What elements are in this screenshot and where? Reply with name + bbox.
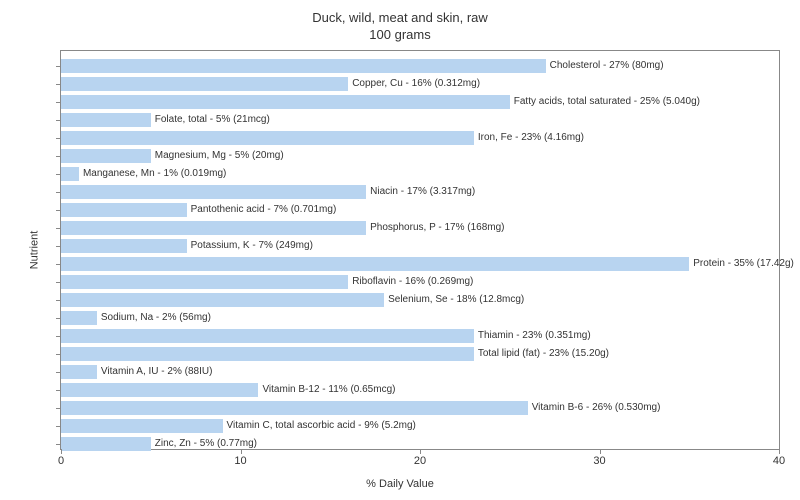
- bar: [61, 131, 474, 145]
- y-tick-mark: [56, 336, 61, 337]
- bar: [61, 167, 79, 181]
- y-axis-label: Nutrient: [28, 231, 40, 270]
- bar: [61, 257, 689, 271]
- y-tick-mark: [56, 408, 61, 409]
- bar: [61, 419, 223, 433]
- y-tick-mark: [56, 444, 61, 445]
- bar-label: Cholesterol - 27% (80mg): [546, 59, 664, 73]
- bar: [61, 185, 366, 199]
- bar-label: Iron, Fe - 23% (4.16mg): [474, 131, 584, 145]
- y-tick-mark: [56, 300, 61, 301]
- bar: [61, 275, 348, 289]
- bar-label: Pantothenic acid - 7% (0.701mg): [187, 203, 337, 217]
- bar: [61, 77, 348, 91]
- x-tick-mark: [420, 449, 421, 454]
- title-line1: Duck, wild, meat and skin, raw: [312, 10, 488, 25]
- bar: [61, 113, 151, 127]
- y-tick-mark: [56, 192, 61, 193]
- bar-label: Sodium, Na - 2% (56mg): [97, 311, 211, 325]
- bar: [61, 59, 546, 73]
- y-tick-mark: [56, 228, 61, 229]
- bar: [61, 239, 187, 253]
- x-tick-mark: [600, 449, 601, 454]
- bar: [61, 347, 474, 361]
- y-tick-mark: [56, 426, 61, 427]
- bar-label: Magnesium, Mg - 5% (20mg): [151, 149, 284, 163]
- x-tick-label: 40: [773, 455, 785, 467]
- x-tick-mark: [779, 449, 780, 454]
- bar-label: Vitamin B-12 - 11% (0.65mcg): [258, 383, 395, 397]
- chart-title: Duck, wild, meat and skin, raw 100 grams: [0, 0, 800, 44]
- nutrient-chart: Duck, wild, meat and skin, raw 100 grams…: [0, 0, 800, 500]
- bar-label: Vitamin A, IU - 2% (88IU): [97, 365, 213, 379]
- y-tick-mark: [56, 282, 61, 283]
- bar: [61, 203, 187, 217]
- bar-label: Phosphorus, P - 17% (168mg): [366, 221, 504, 235]
- x-tick-label: 10: [234, 455, 246, 467]
- y-tick-mark: [56, 246, 61, 247]
- bar-label: Vitamin C, total ascorbic acid - 9% (5.2…: [223, 419, 416, 433]
- y-tick-mark: [56, 84, 61, 85]
- y-tick-mark: [56, 390, 61, 391]
- bar-label: Thiamin - 23% (0.351mg): [474, 329, 591, 343]
- title-line2: 100 grams: [369, 27, 430, 42]
- x-tick-label: 30: [593, 455, 605, 467]
- y-tick-mark: [56, 102, 61, 103]
- bar-label: Vitamin B-6 - 26% (0.530mg): [528, 401, 661, 415]
- bar: [61, 149, 151, 163]
- x-tick-mark: [241, 449, 242, 454]
- bar: [61, 401, 528, 415]
- bar-label: Manganese, Mn - 1% (0.019mg): [79, 167, 226, 181]
- x-axis-label: % Daily Value: [366, 478, 434, 490]
- bar: [61, 95, 510, 109]
- bar: [61, 221, 366, 235]
- y-tick-mark: [56, 138, 61, 139]
- bar-label: Selenium, Se - 18% (12.8mcg): [384, 293, 524, 307]
- bar-label: Riboflavin - 16% (0.269mg): [348, 275, 473, 289]
- y-tick-mark: [56, 210, 61, 211]
- bar: [61, 293, 384, 307]
- y-tick-mark: [56, 66, 61, 67]
- y-tick-mark: [56, 354, 61, 355]
- y-tick-mark: [56, 264, 61, 265]
- bar: [61, 329, 474, 343]
- plot-area: Cholesterol - 27% (80mg) Copper, Cu - 16%…: [60, 50, 780, 450]
- bar: [61, 383, 258, 397]
- y-tick-mark: [56, 318, 61, 319]
- x-tick-label: 20: [414, 455, 426, 467]
- bar-label: Folate, total - 5% (21mcg): [151, 113, 270, 127]
- bar-label: Total lipid (fat) - 23% (15.20g): [474, 347, 609, 361]
- y-tick-mark: [56, 156, 61, 157]
- bar: [61, 365, 97, 379]
- bar-label: Protein - 35% (17.42g): [689, 257, 794, 271]
- bar: [61, 437, 151, 451]
- y-tick-mark: [56, 120, 61, 121]
- bar-label: Niacin - 17% (3.317mg): [366, 185, 475, 199]
- x-tick-label: 0: [58, 455, 64, 467]
- y-tick-mark: [56, 372, 61, 373]
- x-tick-mark: [61, 449, 62, 454]
- bar-label: Copper, Cu - 16% (0.312mg): [348, 77, 480, 91]
- bar-label: Fatty acids, total saturated - 25% (5.04…: [510, 95, 700, 109]
- y-tick-mark: [56, 174, 61, 175]
- bar-label: Potassium, K - 7% (249mg): [187, 239, 313, 253]
- bar: [61, 311, 97, 325]
